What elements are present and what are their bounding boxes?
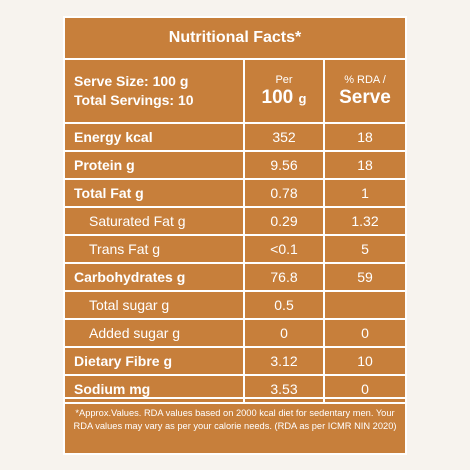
nutrient-per-100g: 76.8 [245,264,325,290]
nutrient-rda [325,292,405,318]
nutrient-row-total-fat: Total Fat g 0.78 1 [65,180,405,208]
nutrient-row-trans-fat: Trans Fat g <0.1 5 [65,236,405,264]
nutrient-per-100g: 3.53 [245,376,325,402]
rda-label: % RDA / [344,74,386,86]
nutrient-rda: 1 [361,185,369,201]
nutrient-per-100g: 0.5 [245,292,325,318]
per-label: Per [275,73,293,86]
nutrient-name: Saturated Fat g [65,208,245,234]
nutrient-rda: 18 [357,129,373,145]
nutrient-name: Dietary Fibre g [65,348,245,374]
nutrient-name: Carbohydrates g [65,264,245,290]
nutrient-row-added-sugar: Added sugar g 0 0 [65,320,405,348]
nutrient-rda: 0 [361,381,369,397]
nutrient-name: Trans Fat g [65,236,245,262]
nutrient-name: Added sugar g [65,320,245,346]
nutrient-per-100g: 352 [245,124,325,150]
nutrient-per-100g: 0.78 [245,180,325,206]
header-row: Serve Size: 100 g Total Servings: 10 Per… [65,60,405,124]
nutrient-name: Protein g [65,152,245,178]
per-amount: 100 g [262,87,307,110]
nutrient-row-protein: Protein g 9.56 18 [65,152,405,180]
per-unit: g [298,90,307,106]
nutrient-per-100g: 3.12 [245,348,325,374]
nutrient-name: Total sugar g [65,292,245,318]
nutrient-per-100g: 0 [245,320,325,346]
footnote: *Approx.Values. RDA values based on 2000… [65,397,405,453]
nutrient-row-dietary-fibre: Dietary Fibre g 3.12 10 [65,348,405,376]
rda-serve: Serve [339,87,391,108]
nutrient-row-energy: Energy kcal 352 18 [65,124,405,152]
per-value: 100 [261,86,294,108]
panel-title: Nutritional Facts* [65,18,405,60]
nutrient-rda: 1.32 [351,213,379,229]
nutrition-facts-panel: Nutritional Facts* Serve Size: 100 g Tot… [63,16,407,455]
nutrient-rda: 0 [361,325,369,341]
per-column-header: Per 100 g [245,60,325,122]
nutrient-row-sodium: Sodium mg 3.53 0 [65,376,405,404]
nutrient-per-100g: 9.56 [245,152,325,178]
nutrient-name: Total Fat g [65,180,245,206]
nutrient-row-saturated-fat: Saturated Fat g 0.29 1.32 [65,208,405,236]
serving-info: Serve Size: 100 g Total Servings: 10 [65,60,245,122]
serve-size: Serve Size: 100 g [74,73,189,89]
nutrient-rda: 59 [357,269,373,285]
rda-column-header: % RDA / Serve [325,60,405,122]
total-servings: Total Servings: 10 [74,92,194,108]
nutrient-name: Sodium mg [65,376,245,402]
nutrient-per-100g: 0.29 [245,208,325,234]
nutrient-rda: 18 [357,157,373,173]
nutrient-name: Energy kcal [65,124,245,150]
nutrient-row-carbohydrates: Carbohydrates g 76.8 59 [65,264,405,292]
nutrient-rda: 5 [361,241,369,257]
footnote-line-1: *Approx.Values. RDA values based on 2000… [75,408,395,418]
nutrient-rda: 10 [357,353,373,369]
nutrient-per-100g: <0.1 [245,236,325,262]
footnote-line-2: RDA values may vary as per your calorie … [73,421,397,431]
nutrient-row-total-sugar: Total sugar g 0.5 [65,292,405,320]
